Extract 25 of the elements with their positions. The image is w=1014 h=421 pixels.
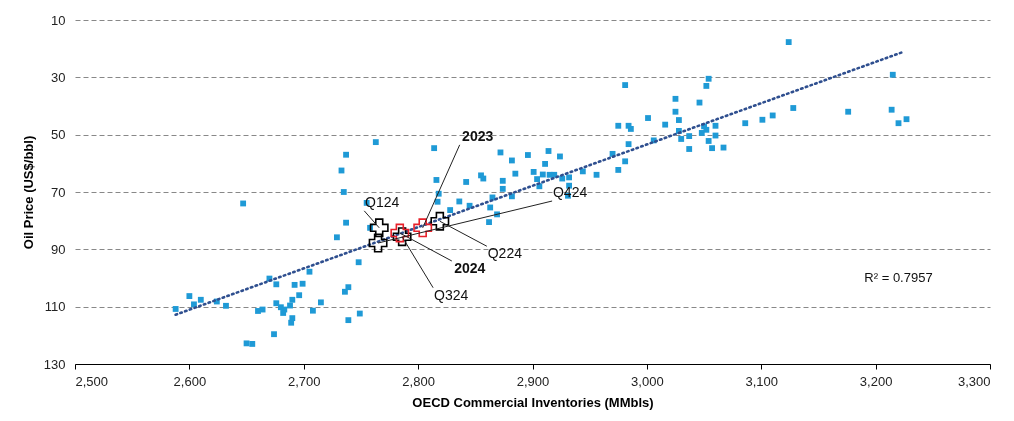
x-tick-label: 2,700 bbox=[287, 373, 321, 389]
y-axis-title: Oil Price (US$/bbl) bbox=[20, 135, 36, 250]
x-tick-label: 3,000 bbox=[631, 373, 664, 389]
y-tick-label: 30 bbox=[51, 69, 66, 85]
x-tick-label: 2,500 bbox=[75, 373, 109, 389]
x-tick-label: 3,100 bbox=[745, 373, 779, 389]
annotation: 2024 bbox=[454, 259, 486, 276]
y-tick-label: 130 bbox=[43, 356, 66, 372]
annotation: Q424 bbox=[552, 184, 588, 201]
x-tick-label: 3,200 bbox=[859, 373, 893, 389]
x-axis-title: OECD Commercial Inventories (MMbls) bbox=[412, 394, 654, 410]
y-tick-label: 10 bbox=[51, 12, 66, 28]
x-tick-label: 3,300 bbox=[957, 373, 991, 389]
x-tick-label: 2,600 bbox=[173, 373, 207, 389]
x-tick-label: 2,800 bbox=[402, 373, 435, 389]
annotation: Q124 bbox=[365, 193, 400, 210]
annotation: R² = 0.7957 bbox=[864, 270, 933, 285]
annotation: Q224 bbox=[487, 245, 523, 262]
y-tick-label: 110 bbox=[44, 299, 66, 315]
annotation: 2023 bbox=[462, 127, 494, 144]
y-tick-label: 90 bbox=[51, 241, 66, 257]
annotation: Q324 bbox=[433, 286, 469, 303]
x-tick-label: 2,900 bbox=[516, 373, 550, 389]
y-tick-label: 50 bbox=[51, 127, 66, 143]
y-tick-label: 70 bbox=[51, 184, 66, 200]
